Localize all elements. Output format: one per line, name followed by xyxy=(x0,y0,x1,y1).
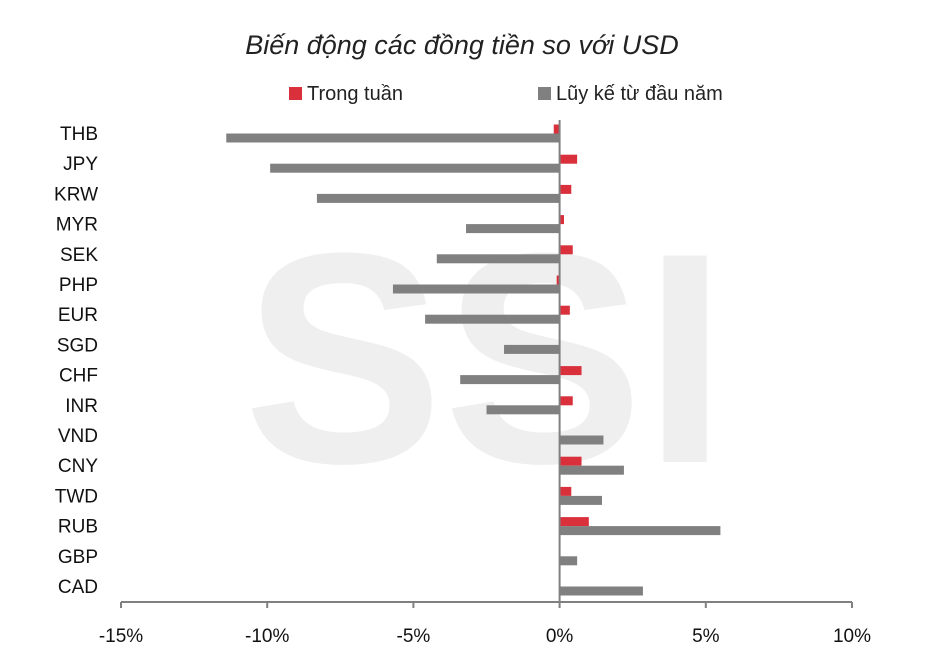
bar-weekly xyxy=(559,517,589,527)
bar-ytd xyxy=(466,224,560,234)
bar-ytd xyxy=(270,163,560,173)
category-label: TWD xyxy=(55,486,98,507)
legend-label-ytd: Lũy kế từ đầu năm xyxy=(556,83,723,105)
category-label: CNY xyxy=(58,456,98,477)
bar-weekly xyxy=(559,396,573,406)
category-label: EUR xyxy=(58,305,98,326)
bar-ytd xyxy=(559,526,721,536)
x-tick-label: -5% xyxy=(397,626,431,647)
legend-label-weekly: Trong tuần xyxy=(307,83,403,105)
bar-weekly xyxy=(559,154,578,164)
bar-weekly xyxy=(556,275,560,285)
bar-ytd xyxy=(504,344,560,354)
x-tick-label: 0% xyxy=(546,626,574,647)
category-label: INR xyxy=(65,396,98,417)
bar-ytd xyxy=(559,465,624,475)
category-label: CHF xyxy=(59,366,98,387)
bar-weekly xyxy=(559,184,572,194)
x-tick-label: 5% xyxy=(692,626,720,647)
bar-weekly xyxy=(559,305,570,315)
bar-ytd xyxy=(392,284,560,294)
bar-ytd xyxy=(226,133,560,143)
plot-area: THB JPY KRW MYR SEK PHP EUR SGD CHF INR VND CNY TWD R… xyxy=(54,120,871,647)
bar-ytd xyxy=(559,586,643,596)
bar-ytd xyxy=(436,254,560,264)
bar-ytd xyxy=(559,495,602,505)
x-tick-label: -15% xyxy=(99,626,143,647)
bar-ytd xyxy=(316,193,560,203)
category-label: KRW xyxy=(54,184,98,205)
bar-weekly xyxy=(559,366,582,376)
bar-weekly xyxy=(553,124,560,134)
bar-weekly xyxy=(559,486,572,496)
x-tick-label: -10% xyxy=(245,626,289,647)
category-label: SEK xyxy=(60,245,98,266)
bar-weekly xyxy=(559,245,573,255)
bar-ytd xyxy=(425,314,560,324)
legend: Trong tuần Lũy kế từ đầu năm xyxy=(289,83,723,105)
category-label: PHP xyxy=(59,275,98,296)
bar-ytd xyxy=(559,556,578,566)
category-label: CAD xyxy=(58,577,98,598)
x-tick-label: 10% xyxy=(833,626,871,647)
category-label: JPY xyxy=(63,154,98,175)
category-label: THB xyxy=(60,124,98,145)
legend-swatch-weekly xyxy=(289,87,302,100)
category-label: RUB xyxy=(58,517,98,538)
bar-ytd xyxy=(559,435,604,445)
chart-title: Biến động các đồng tiền so với USD xyxy=(245,30,679,60)
bar-weekly xyxy=(559,456,582,466)
category-label: VND xyxy=(58,426,98,447)
bar-ytd xyxy=(460,375,560,385)
category-label: SGD xyxy=(57,335,98,356)
bar-ytd xyxy=(486,405,560,415)
bar-weekly xyxy=(559,215,564,225)
category-label: MYR xyxy=(56,215,98,236)
category-label: GBP xyxy=(58,547,98,568)
legend-swatch-ytd xyxy=(538,87,551,100)
watermark: SSI xyxy=(243,190,727,526)
